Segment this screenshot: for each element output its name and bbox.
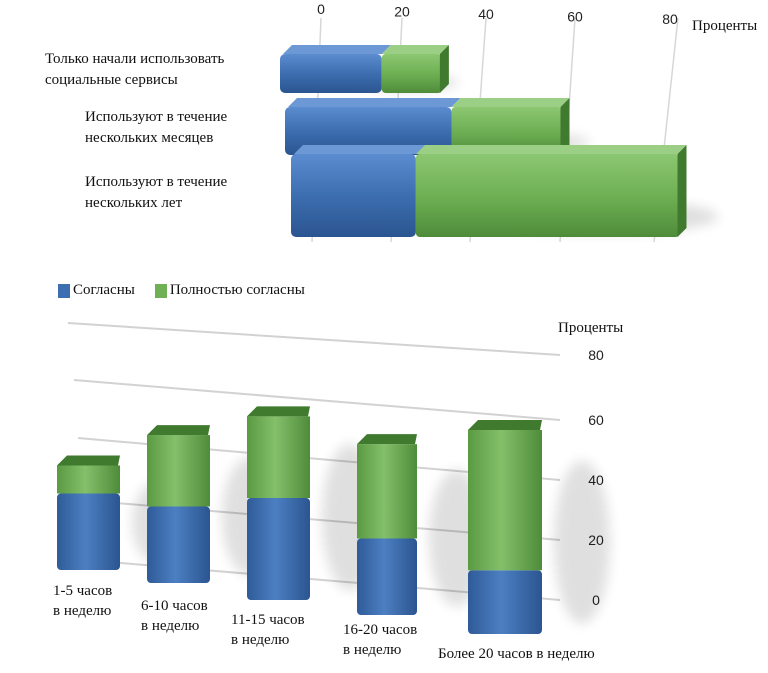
column-top [247, 406, 310, 417]
top-category-label: Используют в течение [85, 174, 227, 190]
bottom-category-label: в неделю [231, 632, 289, 648]
column-shadow [554, 460, 610, 624]
top-category-label: Используют в течение [85, 109, 227, 125]
bar-top-fully-agree [451, 98, 570, 107]
bar-segment-fully-agree [381, 54, 442, 93]
top-category-label: Только начали использовать [45, 51, 225, 67]
column-segment-fully-agree [147, 435, 210, 507]
bottom-tick-label: 80 [588, 347, 604, 363]
bar-end-cap [560, 98, 570, 155]
bottom-category-label: в неделю [141, 618, 199, 634]
bottom-gridline [73, 379, 561, 421]
column-segment-agree [57, 493, 120, 570]
bottom-category-label: 6-10 часов [141, 598, 208, 614]
column-segment-fully-agree [468, 430, 542, 571]
column-top [147, 425, 210, 436]
column-segment-agree [247, 498, 310, 600]
legend-label-agree: Согласны [73, 282, 135, 298]
bar-segment-agree [291, 154, 416, 237]
bottom-category-label: 16-20 часов [343, 622, 417, 638]
top-tick-label: 20 [394, 4, 410, 20]
bottom-category-label: в неделю [343, 642, 401, 658]
column-segment-fully-agree [357, 444, 417, 539]
legend-swatch-fully-agree [154, 283, 167, 298]
bar-top-fully-agree [381, 45, 449, 54]
bar-top-agree [288, 98, 461, 107]
bar-end-cap [439, 45, 449, 93]
legend-item-fully-agree: Полностью согласны [154, 282, 305, 299]
column-segment-agree [147, 506, 210, 583]
bottom-gridline [67, 322, 561, 356]
bar-segment-fully-agree [451, 107, 563, 155]
top-axis-unit-label: Проценты [692, 18, 757, 34]
top-category-label: социальные сервисы [45, 72, 178, 88]
legend-label-fully-agree: Полностью согласны [169, 282, 305, 298]
bar-top-agree [283, 45, 391, 54]
bottom-tick-label: 60 [588, 412, 604, 428]
column-segment-agree [468, 570, 542, 634]
bar-segment-fully-agree [415, 154, 680, 237]
top-tick-label: 40 [478, 6, 494, 22]
bar-segment-agree [280, 54, 382, 93]
top-category-label: нескольких лет [85, 195, 183, 211]
column-top [357, 434, 417, 445]
column-top [468, 420, 542, 430]
top-tick-label: 60 [567, 9, 583, 25]
bar-end-cap [677, 145, 687, 237]
column-segment-agree [357, 538, 417, 615]
legend: Согласны Полностью согласны [58, 282, 319, 299]
legend-swatch-agree [58, 283, 70, 298]
top-category-label: нескольких месяцев [85, 130, 213, 146]
top-tick-label: 0 [317, 1, 325, 17]
bottom-category-label: 1-5 часов [53, 583, 112, 599]
column-segment-fully-agree [57, 465, 120, 494]
column-segment-fully-agree [247, 416, 310, 498]
bottom-axis-unit-label: Проценты [558, 320, 623, 336]
legend-item-agree: Согласны [58, 282, 135, 299]
bar-top-agree [294, 145, 425, 154]
bottom-category-label: Более 20 часов в неделю [438, 646, 595, 662]
bar-top-fully-agree [415, 145, 687, 154]
horizontal-bar-chart: 0 20 40 60 80 Проценты Только начали использов… [45, 1, 757, 243]
bottom-category-label: в неделю [53, 603, 111, 619]
bottom-category-label: 11-15 часов [231, 612, 305, 628]
bar-segment-agree [285, 107, 452, 155]
column-top [57, 455, 120, 466]
top-tick-label: 80 [662, 11, 678, 27]
